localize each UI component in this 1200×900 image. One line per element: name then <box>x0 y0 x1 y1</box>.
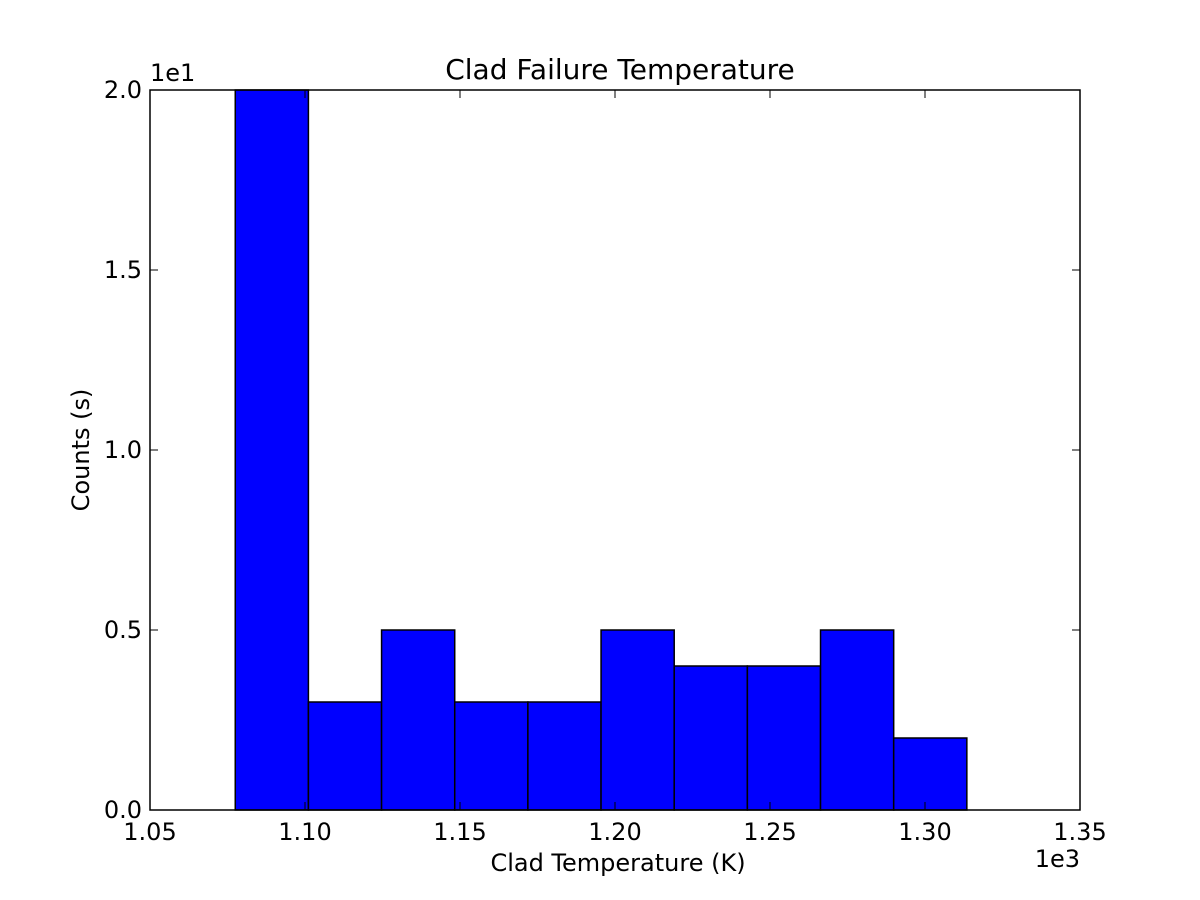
y-tick-label: 0.5 <box>104 616 142 644</box>
histogram-bar <box>892 737 968 811</box>
y-axis-label: Counts (s) <box>67 389 95 512</box>
x-tick-label: 1.20 <box>588 818 641 846</box>
histogram-bar <box>453 701 529 811</box>
y-offset-label: 1e1 <box>150 59 195 87</box>
x-tick-label: 1.25 <box>743 818 796 846</box>
y-tick-label: 1.0 <box>104 436 142 464</box>
y-tick-label: 1.5 <box>104 256 142 284</box>
x-tick-label: 1.10 <box>278 818 331 846</box>
histogram-bar <box>307 701 383 811</box>
y-tick-label: 2.0 <box>104 76 142 104</box>
x-tick-label: 1.05 <box>123 818 176 846</box>
y-tick-label: 0.0 <box>104 796 142 824</box>
histogram-bar <box>600 629 675 811</box>
x-tick-label: 1.15 <box>433 818 486 846</box>
x-tick-label: 1.30 <box>898 818 951 846</box>
histogram-bar <box>746 665 822 811</box>
histogram-bar <box>819 629 895 811</box>
y-axis: 0.0 0.5 1.0 1.5 2.0 <box>104 76 1080 824</box>
bars-group <box>234 89 968 811</box>
x-tick-label: 1.35 <box>1053 818 1106 846</box>
x-offset-label: 1e3 <box>1035 845 1080 873</box>
histogram-bar <box>380 629 456 811</box>
histogram-bar <box>234 89 310 811</box>
chart-title: Clad Failure Temperature <box>445 53 795 86</box>
histogram-bar <box>527 701 602 811</box>
x-axis-label: Clad Temperature (K) <box>490 849 745 877</box>
x-axis: 1.05 1.10 1.15 1.20 1.25 1.30 1.35 <box>123 90 1107 846</box>
histogram-bar <box>673 665 749 811</box>
